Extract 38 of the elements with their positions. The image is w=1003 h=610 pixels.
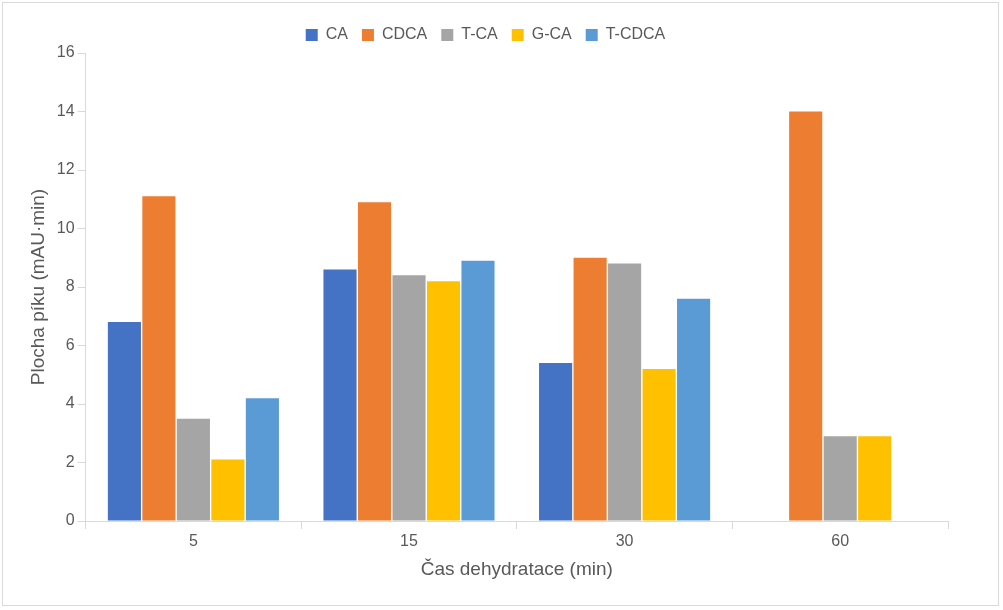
x-axis-title: Čas dehydratace (min)	[420, 557, 613, 579]
bar	[426, 281, 461, 521]
bar	[392, 275, 426, 521]
bar	[573, 257, 607, 521]
legend-label: G-CA	[531, 25, 573, 43]
bar	[211, 459, 245, 521]
y-tick-label: 0	[65, 511, 75, 529]
bar	[245, 398, 279, 521]
x-tick-label: 15	[400, 532, 418, 550]
bar	[539, 363, 573, 521]
bar	[858, 436, 892, 521]
y-tick-label: 14	[56, 101, 75, 119]
y-tick-label: 4	[65, 394, 75, 412]
y-tick-label: 8	[65, 277, 75, 295]
bar	[176, 418, 210, 521]
y-tick-label: 2	[65, 452, 75, 470]
legend-label: CDCA	[381, 25, 428, 43]
legend-label: T-CDCA	[605, 25, 666, 43]
bar	[142, 196, 176, 521]
y-tick-label: 16	[56, 43, 75, 61]
x-tick-label: 5	[188, 532, 198, 550]
legend-label: CA	[325, 25, 349, 43]
bar	[823, 436, 857, 521]
bar	[461, 260, 495, 521]
y-tick-label: 10	[56, 218, 75, 236]
bar	[323, 269, 357, 521]
bar	[107, 322, 141, 521]
bar	[789, 111, 823, 521]
bar	[357, 202, 392, 521]
legend-label: T-CA	[461, 25, 499, 43]
y-tick-label: 6	[65, 335, 75, 353]
bar	[642, 368, 676, 521]
x-tick-label: 30	[615, 532, 634, 550]
bar	[677, 298, 711, 521]
y-axis-title: Plocha píku (mAU·min)	[26, 188, 48, 386]
bar	[608, 263, 642, 521]
y-tick-label: 12	[56, 160, 75, 178]
x-tick-label: 60	[831, 532, 850, 550]
